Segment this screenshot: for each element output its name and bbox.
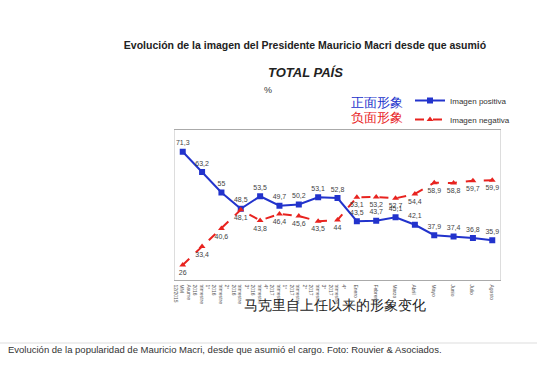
svg-text:33,4: 33,4 (195, 251, 209, 258)
svg-text:2°trimestre2016: 2°trimestre2016 (211, 285, 230, 305)
svg-text:TOTAL PAÍS: TOTAL PAÍS (268, 65, 343, 80)
svg-text:36,8: 36,8 (466, 226, 480, 233)
svg-text:3°trimestre2017: 3°trimestre2017 (308, 285, 327, 305)
svg-text:37,4: 37,4 (447, 224, 461, 231)
svg-text:58,8: 58,8 (447, 187, 461, 194)
svg-text:58,9: 58,9 (427, 187, 441, 194)
svg-text:44: 44 (334, 224, 342, 231)
svg-text:54,4: 54,4 (408, 198, 422, 205)
svg-text:43,5: 43,5 (311, 225, 325, 232)
svg-text:负面形象: 负面形象 (351, 110, 403, 125)
svg-text:Agosto: Agosto (489, 285, 495, 301)
svg-text:52,8: 52,8 (331, 186, 345, 193)
svg-text:Abril: Abril (411, 285, 417, 295)
svg-text:Mayo: Mayo (431, 285, 437, 297)
svg-text:43,7: 43,7 (369, 208, 383, 215)
svg-text:37,9: 37,9 (427, 223, 441, 230)
svg-text:马克里自上任以来的形象变化: 马克里自上任以来的形象变化 (244, 297, 426, 313)
svg-text:46,4: 46,4 (273, 218, 287, 225)
svg-text:正面形象: 正面形象 (351, 95, 403, 110)
svg-text:43,5: 43,5 (350, 209, 364, 216)
svg-text:Enero: Enero (353, 285, 359, 299)
svg-text:40,6: 40,6 (215, 233, 229, 240)
svg-text:26: 26 (179, 269, 187, 276)
svg-text:3°trimestre2016: 3°trimestre2016 (231, 285, 250, 305)
svg-text:1°trimestre2016: 1°trimestre2016 (192, 285, 211, 305)
svg-text:1°trimestre2017: 1°trimestre2017 (269, 285, 288, 305)
svg-text:Julio: Julio (469, 285, 475, 296)
svg-text:53,1: 53,1 (311, 185, 325, 192)
svg-text:43,8: 43,8 (253, 225, 267, 232)
svg-text:42,1: 42,1 (408, 212, 422, 219)
svg-text:59,9: 59,9 (485, 184, 499, 191)
svg-text:48,1: 48,1 (234, 214, 248, 221)
svg-text:AsumeMM12/2015: AsumeMM12/2015 (173, 285, 192, 303)
svg-text:4°trimestre2016: 4°trimestre2016 (250, 285, 269, 305)
svg-text:71,3: 71,3 (176, 139, 190, 146)
svg-text:63,2: 63,2 (195, 160, 209, 167)
svg-text:Evolución de la imagen del Pre: Evolución de la imagen del Presidente Ma… (124, 39, 486, 51)
svg-text:53,2: 53,2 (369, 201, 383, 208)
svg-text:Imagen negativa: Imagen negativa (450, 116, 510, 125)
svg-text:55: 55 (218, 180, 226, 187)
svg-text:50,2: 50,2 (292, 192, 306, 199)
svg-text:Febrero: Febrero (373, 285, 379, 303)
svg-text:48,5: 48,5 (234, 196, 248, 203)
svg-text:59,7: 59,7 (466, 185, 480, 192)
svg-text:%: % (264, 85, 272, 95)
svg-text:45,1: 45,1 (389, 205, 403, 212)
svg-text:4°trimestre2017: 4°trimestre2017 (328, 285, 347, 305)
svg-text:49,7: 49,7 (273, 193, 287, 200)
svg-text:Marzo: Marzo (392, 285, 398, 299)
svg-text:Imagen positiva: Imagen positiva (450, 97, 507, 106)
svg-text:35,9: 35,9 (485, 228, 499, 235)
svg-text:2°trimestre2017: 2°trimestre2017 (289, 285, 308, 305)
svg-text:53,5: 53,5 (253, 184, 267, 191)
svg-text:Evolución de la popularidad de: Evolución de la popularidad de Mauricio … (8, 344, 442, 355)
svg-text:45,6: 45,6 (292, 220, 306, 227)
svg-text:53,1: 53,1 (350, 201, 364, 208)
svg-text:52,7: 52,7 (389, 202, 403, 209)
svg-text:Junio: Junio (450, 285, 456, 297)
